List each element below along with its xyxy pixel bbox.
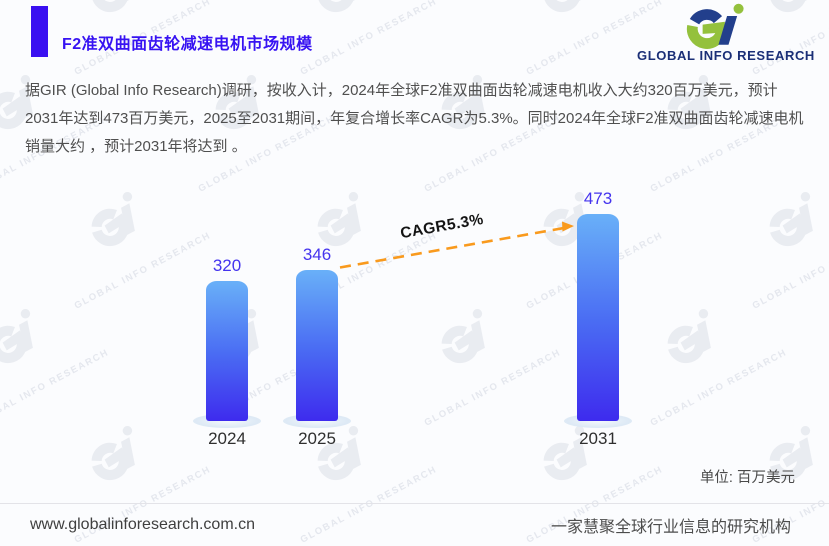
gi-logo-icon [686,3,744,49]
axis-label-2024: 2024 [208,429,246,448]
bar-value-label: 320 [212,256,242,275]
summary-paragraph: 据GIR (Global Info Research)调研，按收入计，2024年… [25,82,804,155]
watermark-gi-logo-icon [92,0,135,13]
cagr-annotation: CAGR5.3% [399,210,485,243]
bar-group-2025: 346 2025 [272,245,362,449]
page-title: F2准双曲面齿轮减速电机市场规模 [62,36,313,53]
footer: www.globalinforesearch.com.cn 一家慧聚全球行业信息… [0,503,829,546]
bar-2031 [577,214,619,421]
brand-logo: GLOBAL INFO RESEARCH [630,3,822,63]
website-link[interactable]: www.globalinforesearch.com.cn [30,516,255,533]
axis-label-2025: 2025 [298,429,336,448]
bar-chart: 320 2024 346 2025 473 2031 CAGR5.3% [0,170,829,450]
watermark-gi-logo-icon [318,0,361,13]
brand-name: GLOBAL INFO RESEARCH [637,48,815,63]
bar-2025 [296,270,338,421]
axis-label-2031: 2031 [579,429,617,448]
title-accent-bar [31,6,48,57]
bar-value-label: 346 [302,245,332,264]
bar-group-2024: 320 2024 [182,256,272,449]
bar-2024 [206,281,248,421]
footer-tagline: 一家慧聚全球行业信息的研究机构 [550,519,791,536]
bar-group-2031: 473 2031 [553,189,643,449]
watermark-gi-logo-icon [544,0,587,13]
bar-value-label: 473 [583,189,613,208]
unit-label: 单位: 百万美元 [699,470,795,486]
cagr-trend-arrow [339,221,574,269]
